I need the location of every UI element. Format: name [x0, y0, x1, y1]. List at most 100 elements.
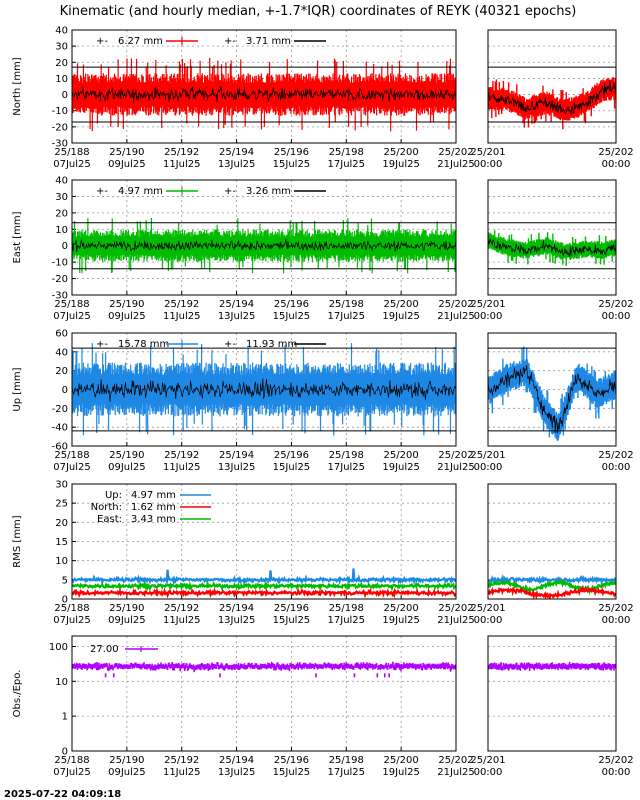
y-tick-label: 30 — [55, 480, 68, 491]
y-tick-label: 0 — [62, 595, 68, 606]
y-tick-label: 0 — [62, 90, 68, 101]
x-tick-label: 25/198 — [329, 755, 364, 766]
x-tick-label-date: 13Jul25 — [218, 767, 256, 778]
legend: +- 4.97 mm +- 3.26 mm — [96, 186, 326, 197]
plot-frame — [71, 483, 457, 600]
plot-area — [72, 568, 456, 599]
x-tick-label: 25/192 — [164, 147, 199, 158]
x-tick-label-date: 00:00 — [474, 311, 503, 322]
x-tick-label: 25/194 — [219, 147, 254, 158]
legend-marker: +- — [96, 36, 108, 47]
x-tick-label: 25/192 — [164, 299, 199, 310]
x-tick-label: 25/190 — [109, 755, 144, 766]
x-tick-label: 25/201 — [470, 299, 505, 310]
x-tick-label: 25/196 — [274, 147, 309, 158]
y-tick-label: 40 — [55, 26, 68, 37]
plot-area — [72, 661, 456, 678]
x-tick-label: 25/198 — [329, 299, 364, 310]
y-axis-label: East [mm] — [12, 211, 23, 263]
median-line — [72, 238, 456, 253]
x-tick-label: 25/194 — [219, 603, 254, 614]
plot-area — [72, 343, 456, 436]
x-tick-label-date: 21Jul25 — [437, 159, 475, 170]
x-tick-label-date: 00:00 — [602, 615, 631, 626]
x-tick-label: 25/202 — [438, 603, 473, 614]
y-tick-label: -20 — [52, 404, 68, 415]
legend-label: North: — [91, 502, 122, 513]
x-tick-label-date: 11Jul25 — [163, 462, 201, 473]
x-tick-label-date: 19Jul25 — [382, 462, 420, 473]
plot-frame — [487, 332, 617, 447]
x-tick-label: 25/202 — [438, 299, 473, 310]
x-tick-label-date: 17Jul25 — [328, 615, 366, 626]
x-tick-label-date: 13Jul25 — [218, 462, 256, 473]
x-tick-label: 25/192 — [164, 603, 199, 614]
x-tick-label: 25/188 — [54, 299, 89, 310]
x-tick-label-date: 19Jul25 — [382, 615, 420, 626]
rms-line-up — [72, 568, 456, 587]
legend-marker: +- — [224, 186, 236, 197]
plot-frame — [487, 179, 617, 296]
y-tick-label: 40 — [55, 176, 68, 187]
x-tick-label: 25/202 — [598, 755, 633, 766]
x-tick-label-date: 11Jul25 — [163, 159, 201, 170]
x-tick-label: 25/188 — [54, 755, 89, 766]
x-tick-label: 25/192 — [164, 450, 199, 461]
y-tick-label: -60 — [52, 442, 68, 453]
rms-line-up — [488, 574, 616, 587]
x-tick-label: 25/194 — [219, 755, 254, 766]
median-line — [488, 238, 616, 258]
x-tick-label-date: 09Jul25 — [108, 767, 146, 778]
rms-line-east — [72, 579, 456, 592]
plot-frame — [71, 635, 457, 752]
y-tick-label: 25 — [55, 499, 68, 510]
legend-value: 3.43 mm — [131, 514, 176, 525]
y-tick-label: 20 — [55, 518, 68, 529]
x-tick-label-date: 19Jul25 — [382, 159, 420, 170]
x-tick-label-date: 11Jul25 — [163, 615, 201, 626]
y-tick-label: 15 — [55, 537, 68, 548]
plot-frame — [487, 483, 617, 600]
x-tick-label: 25/201 — [470, 450, 505, 461]
x-tick-label: 25/202 — [438, 755, 473, 766]
median-line — [72, 378, 456, 402]
x-tick-label-date: 07Jul25 — [53, 462, 91, 473]
x-tick-label-date: 07Jul25 — [53, 311, 91, 322]
rms-line-north — [488, 584, 616, 599]
x-tick-label: 25/198 — [329, 603, 364, 614]
x-tick-label: 25/202 — [598, 147, 633, 158]
x-tick-label-date: 21Jul25 — [437, 767, 475, 778]
x-tick-label-date: 13Jul25 — [218, 159, 256, 170]
plot-area — [488, 66, 616, 130]
x-tick-label: 25/194 — [219, 450, 254, 461]
plot-area — [488, 662, 616, 671]
x-tick-label: 25/202 — [598, 450, 633, 461]
data-points — [488, 77, 616, 130]
x-tick-label-date: 00:00 — [602, 159, 631, 170]
y-tick-label: 1 — [62, 712, 68, 723]
x-tick-label-date: 09Jul25 — [108, 311, 146, 322]
x-tick-label: 25/196 — [274, 450, 309, 461]
plot-frame — [71, 332, 457, 447]
legend-value: 15.78 mm — [118, 339, 169, 350]
data-points — [488, 662, 616, 671]
x-tick-label-date: 21Jul25 — [437, 462, 475, 473]
x-tick-label: 25/201 — [470, 147, 505, 158]
x-tick-label: 25/190 — [109, 147, 144, 158]
x-tick-label-date: 13Jul25 — [218, 311, 256, 322]
y-tick-label: 20 — [55, 58, 68, 69]
x-tick-label: 25/202 — [438, 450, 473, 461]
plot-area — [72, 217, 456, 274]
x-tick-label-date: 19Jul25 — [382, 767, 420, 778]
y-tick-label: 20 — [55, 208, 68, 219]
plot-area — [488, 222, 616, 270]
